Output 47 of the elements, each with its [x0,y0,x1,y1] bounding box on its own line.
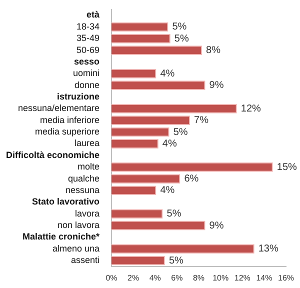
x-tick-label: 2% [128,273,140,282]
data-label: 8% [206,45,221,56]
y-tick-label: 50-69 [76,44,100,55]
data-label: 7% [194,115,209,126]
x-tick-label: 12% [234,273,250,282]
data-label: 6% [184,174,199,185]
y-tick-label: laurea [74,138,100,148]
y-tick-label: lavora [75,208,100,218]
data-label: 12% [240,103,262,114]
y-tick-label: non lavora [57,220,100,230]
data-label: 5% [173,126,188,138]
y-tick-label: 18-34 [76,21,100,32]
data-label: 9% [209,220,224,232]
x-tick-label: 14% [256,273,272,282]
x-tick-label: 8% [192,273,205,282]
y-tick-label: istruzione [57,92,100,102]
data-label: 5% [166,208,182,220]
y-tick-label: sesso [74,56,100,66]
y-tick-label: media inferiore [40,114,100,125]
data-label: 5% [174,33,189,44]
y-tick-label: uomini [73,68,100,78]
data-label: 15% [276,162,298,173]
y-tick-label: Malattie croniche* [22,232,100,242]
x-tick-label: 6% [171,273,183,282]
data-label: 9% [209,80,224,92]
y-tick-label: donne [74,80,100,90]
y-tick-label: nessuna/elementare [18,103,100,114]
y-tick-label: molte [78,162,100,172]
y-tick-label: qualche [68,173,100,184]
x-tick-label: 0% [106,273,118,282]
data-label: 5% [172,22,187,33]
data-label: 4% [160,185,175,196]
y-tick-label: almeno una [52,243,100,254]
y-tick-label: nessuna [65,184,100,195]
data-label: 5% [168,255,184,266]
y-tick-label: età [86,10,100,20]
y-tick-label: Difficoltà economiche [6,150,100,160]
y-tick-label: 35-49 [76,33,100,44]
data-label: 4% [162,138,177,150]
y-tick-label: Stato lavorativo [32,196,100,207]
y-tick-label: media superiore [34,126,100,137]
y-tick-label: assenti [70,255,100,266]
data-label: 4% [160,68,175,80]
x-tick-label: 10% [212,273,229,282]
data-label: 13% [258,244,278,255]
x-tick-label: 4% [149,273,161,282]
x-tick-label: 16% [278,273,294,282]
